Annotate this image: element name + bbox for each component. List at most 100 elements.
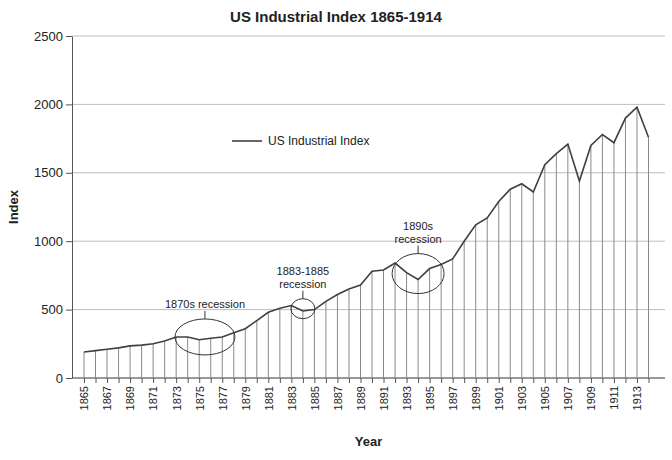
- x-tick: [372, 378, 373, 383]
- annotation-ellipse: [175, 319, 235, 355]
- x-tick-mark: [614, 378, 615, 383]
- x-tick-mark: [568, 378, 569, 383]
- x-tick: 1893: [401, 378, 413, 410]
- drop-line: [475, 225, 476, 378]
- x-tick: [326, 378, 327, 383]
- drop-line: [95, 351, 96, 378]
- y-tick: 2000: [34, 97, 72, 112]
- x-tick-label: 1897: [447, 386, 459, 410]
- x-tick-mark: [176, 378, 177, 383]
- x-tick-mark: [556, 378, 557, 383]
- x-tick-mark: [314, 378, 315, 383]
- annotation-ellipse: [291, 299, 315, 319]
- x-tick: 1899: [470, 378, 482, 410]
- x-tick-mark: [476, 378, 477, 383]
- x-tick: 1877: [217, 378, 229, 410]
- plot-marks: [84, 107, 649, 378]
- x-tick-mark: [384, 378, 385, 383]
- chart: US Industrial Index 1865-191405001000150…: [0, 0, 672, 460]
- drop-line: [487, 218, 488, 378]
- drop-line: [648, 137, 649, 378]
- drop-line: [602, 134, 603, 378]
- x-tick: [188, 378, 189, 383]
- x-tick-mark: [545, 378, 546, 383]
- x-tick-label: 1911: [608, 386, 620, 410]
- x-tick-mark: [107, 378, 108, 383]
- x-tick-mark: [84, 378, 85, 383]
- x-tick: [510, 378, 511, 383]
- x-tick: [211, 378, 212, 383]
- annotation: 1870s recession: [165, 298, 245, 310]
- x-tick-mark: [487, 378, 488, 383]
- x-tick-mark: [591, 378, 592, 383]
- y-tick-mark: [66, 310, 72, 311]
- x-tick-mark: [337, 378, 338, 383]
- drop-line: [544, 165, 545, 378]
- annotations: 1870s recession1883-1885recession1890sre…: [165, 220, 444, 355]
- y-tick-label: 2000: [34, 97, 63, 112]
- y-tick-label: 2500: [34, 29, 63, 44]
- annotation: 1883-1885recession: [277, 265, 330, 290]
- drop-line: [360, 285, 361, 378]
- x-tick: 1889: [355, 378, 367, 410]
- x-tick: 1883: [286, 378, 298, 410]
- y-tick-mark: [66, 241, 72, 242]
- y-axis: 05001000150020002500: [34, 29, 72, 386]
- drop-line: [291, 305, 292, 378]
- drop-line: [164, 341, 165, 378]
- drop-line: [464, 241, 465, 378]
- x-tick-mark: [637, 378, 638, 383]
- drop-line: [429, 269, 430, 378]
- x-tick-mark: [522, 378, 523, 383]
- drop-line: [498, 202, 499, 378]
- drop-line: [141, 345, 142, 378]
- x-tick: [487, 378, 488, 383]
- x-tick: [649, 378, 650, 383]
- x-tick-mark: [234, 378, 235, 383]
- x-tick-mark: [418, 378, 419, 383]
- x-tick-mark: [430, 378, 431, 383]
- x-tick-mark: [188, 378, 189, 383]
- x-tick: 1907: [562, 378, 574, 410]
- x-tick: 1897: [447, 378, 459, 410]
- x-tick: [579, 378, 580, 383]
- drop-line: [233, 333, 234, 378]
- y-tick-mark: [66, 104, 72, 105]
- x-tick-mark: [199, 378, 200, 383]
- x-tick: [556, 378, 557, 383]
- grid-line: [72, 309, 665, 310]
- y-tick: 500: [41, 302, 72, 317]
- drop-line: [210, 338, 211, 378]
- drop-line: [636, 107, 637, 378]
- x-tick: [119, 378, 120, 383]
- x-tick-mark: [510, 378, 511, 383]
- annotation-ellipse: [392, 254, 444, 294]
- x-tick-mark: [464, 378, 465, 383]
- x-tick-mark: [395, 378, 396, 383]
- x-tick-label: 1865: [78, 386, 90, 410]
- drop-line: [325, 301, 326, 378]
- x-tick-label: 1877: [217, 386, 229, 410]
- annotation-connector: [302, 291, 303, 299]
- grid-line: [72, 36, 665, 37]
- x-tick-mark: [326, 378, 327, 383]
- x-tick-mark: [153, 378, 154, 383]
- x-tick-label: 1903: [516, 386, 528, 410]
- x-tick-label: 1909: [585, 386, 597, 410]
- x-tick-mark: [625, 378, 626, 383]
- drop-line: [314, 310, 315, 378]
- x-tick: 1869: [124, 378, 136, 410]
- x-tick-mark: [291, 378, 292, 383]
- drop-line: [153, 344, 154, 378]
- x-tick-label: 1869: [124, 386, 136, 410]
- grid: [72, 36, 665, 378]
- x-tick-mark: [257, 378, 258, 383]
- drop-line: [418, 280, 419, 378]
- x-tick-label: 1885: [309, 386, 321, 410]
- drop-line: [302, 311, 303, 378]
- x-tick: [257, 378, 258, 383]
- drop-line: [337, 295, 338, 378]
- series-line: [84, 107, 649, 352]
- x-tick-mark: [96, 378, 97, 383]
- x-tick-mark: [211, 378, 212, 383]
